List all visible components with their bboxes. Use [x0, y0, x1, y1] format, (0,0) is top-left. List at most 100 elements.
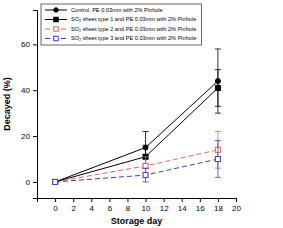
legend-marker — [54, 27, 59, 32]
y-tick-label: 20 — [21, 132, 30, 141]
y-tick-label: 0 — [26, 178, 31, 187]
marker — [53, 179, 58, 184]
x-tick-mark — [109, 198, 110, 202]
x-tick-label: 14 — [178, 204, 187, 213]
x-tick: 0 — [53, 198, 58, 213]
series — [52, 141, 221, 185]
marker — [215, 157, 220, 162]
error-bar — [143, 168, 149, 182]
y-axis: 0 20 40 60 — [21, 11, 37, 199]
marker — [53, 179, 58, 184]
data-area — [52, 49, 221, 184]
x-tick-label: 2 — [71, 204, 76, 213]
x-tick: 20 — [232, 198, 241, 213]
error-bar-cap — [215, 177, 221, 178]
x-axis-title: Storage day — [111, 216, 163, 226]
marker — [143, 163, 148, 168]
x-tick: 10 — [142, 198, 151, 213]
x-tick-label: 18 — [214, 204, 223, 213]
y-tick-mark — [33, 182, 37, 183]
y-tick: 0 — [26, 178, 37, 187]
y-tick-mark — [33, 44, 37, 45]
x-tick-label: 4 — [90, 204, 95, 213]
error-bar-cap — [215, 113, 221, 114]
x-tick-label: 0 — [53, 204, 58, 213]
x-tick: 14 — [178, 198, 187, 213]
x-tick-mark — [146, 198, 147, 202]
error-bar — [215, 49, 221, 113]
x-tick: 4 — [90, 198, 95, 213]
legend-item: SO₂ sheet type 3 and PE 0.03mm with 2% P… — [45, 35, 196, 41]
x-tick-mark — [236, 198, 237, 202]
error-bar-cap — [143, 168, 149, 169]
x-tick-mark — [182, 198, 183, 202]
x-axis-line — [38, 199, 237, 203]
legend-item: SO₂ sheet type 1 and PE 0.03mm with 2% P… — [45, 16, 196, 22]
error-bar-line — [217, 49, 218, 113]
error-bar-cap — [143, 156, 149, 157]
series-line — [55, 88, 218, 182]
x-tick: 8 — [126, 198, 131, 213]
y-tick: 60 — [21, 40, 37, 49]
x-tick: 18 — [214, 198, 223, 213]
plot: 0 2 4 6 8 10 12 14 16 18 20 0 20 40 60 — [21, 11, 241, 213]
error-bar-cap — [143, 145, 149, 146]
y-tick-label: 60 — [21, 40, 30, 49]
legend-marker — [54, 8, 59, 13]
error-bar-cap — [143, 131, 149, 132]
error-bar-cap — [215, 106, 221, 107]
x-tick-label: 10 — [142, 204, 151, 213]
series-line — [55, 159, 218, 182]
x-tick: 6 — [108, 198, 113, 213]
y-axis-line — [33, 11, 38, 199]
legend-box — [41, 4, 201, 45]
x-tick-label: 20 — [232, 204, 241, 213]
x-tick: 2 — [71, 198, 76, 213]
legend-marker — [54, 36, 59, 41]
error-bar-cap — [215, 140, 221, 141]
series — [52, 49, 221, 184]
x-tick-mark — [200, 198, 201, 202]
error-bar-cap — [143, 168, 149, 169]
legend-label: SO₂ sheet type 2 and PE 0.03mm with 2% P… — [71, 26, 196, 32]
y-tick-mark — [33, 136, 37, 137]
error-bar-cap — [143, 181, 149, 182]
y-tick: 40 — [21, 86, 37, 95]
x-tick-mark — [55, 198, 56, 202]
error-bar-cap — [215, 131, 221, 132]
error-bar — [215, 141, 221, 178]
y-tick-label: 40 — [21, 86, 30, 95]
x-tick: 12 — [160, 198, 169, 213]
chart: 0 2 4 6 8 10 12 14 16 18 20 0 20 40 60 Storage day Decay… — [0, 0, 283, 228]
marker — [53, 179, 58, 184]
x-tick-label: 12 — [160, 204, 169, 213]
y-axis-title: Decayed (%) — [2, 77, 12, 131]
x-tick-mark — [73, 198, 74, 202]
legend-marker — [54, 17, 59, 22]
y-tick: 20 — [21, 132, 37, 141]
series-line — [55, 81, 218, 182]
legend-item: Control, PE 0.03mm with 2% Pinhole — [45, 7, 163, 13]
x-tick-label: 16 — [196, 204, 205, 213]
error-bar-cap — [215, 69, 221, 70]
x-axis: 0 2 4 6 8 10 12 14 16 18 20 — [38, 198, 242, 213]
legend-item: SO₂ sheet type 2 and PE 0.03mm with 2% P… — [45, 26, 196, 32]
legend-label: SO₂ sheet type 1 and PE 0.03mm with 2% P… — [71, 16, 196, 22]
error-bar — [143, 145, 149, 168]
error-bar-cap — [215, 48, 221, 49]
x-tick-mark — [218, 198, 219, 202]
series — [52, 70, 221, 185]
marker — [215, 85, 220, 90]
legend: Control, PE 0.03mm with 2% Pinhole SO₂ sh… — [41, 4, 201, 45]
x-tick: 16 — [196, 198, 205, 213]
legend-label: SO₂ sheet type 3 and PE 0.03mm with 2% P… — [71, 35, 196, 41]
x-tick-mark — [91, 198, 92, 202]
series-line — [55, 150, 218, 182]
x-tick-label: 8 — [126, 204, 131, 213]
x-tick-mark — [127, 198, 128, 202]
marker — [143, 173, 148, 178]
error-bar — [215, 70, 221, 107]
marker — [53, 179, 58, 184]
series — [52, 132, 221, 185]
legend-label: Control, PE 0.03mm with 2% Pinhole — [71, 7, 163, 13]
